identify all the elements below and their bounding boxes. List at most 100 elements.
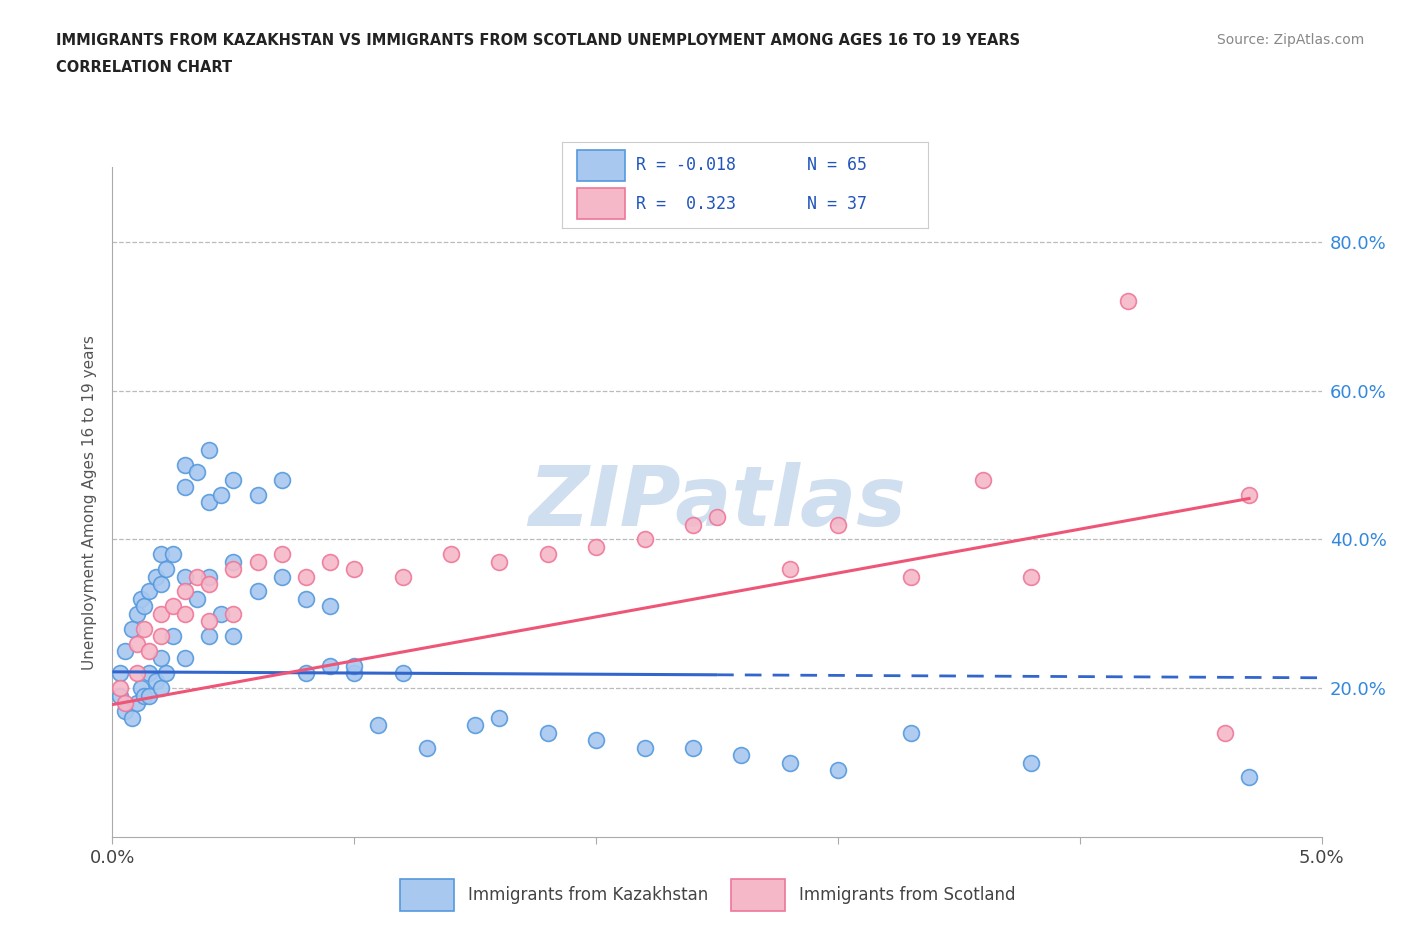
Point — [198, 614, 221, 629]
Point — [186, 465, 208, 480]
Y-axis label: Unemployment Among Ages 16 to 19 years: Unemployment Among Ages 16 to 19 years — [82, 335, 97, 670]
Point — [270, 547, 292, 562]
Point — [174, 569, 197, 584]
Point — [827, 517, 849, 532]
Point — [779, 755, 801, 770]
Point — [174, 651, 197, 666]
Point — [295, 666, 318, 681]
Point — [174, 606, 197, 621]
Text: R =  0.323: R = 0.323 — [636, 195, 735, 213]
Text: N = 37: N = 37 — [807, 195, 868, 213]
Point — [145, 673, 167, 688]
Point — [132, 599, 155, 614]
Point — [464, 718, 486, 733]
Point — [537, 547, 560, 562]
Point — [198, 569, 221, 584]
Text: ZIPatlas: ZIPatlas — [529, 461, 905, 543]
Point — [319, 658, 342, 673]
Point — [537, 725, 560, 740]
Point — [246, 554, 269, 569]
Point — [222, 562, 245, 577]
Point — [633, 532, 655, 547]
Point — [391, 666, 413, 681]
Point — [585, 733, 607, 748]
Point — [155, 666, 177, 681]
Point — [149, 629, 172, 644]
Point — [343, 666, 366, 681]
Point — [416, 740, 439, 755]
Point — [131, 591, 153, 606]
Point — [186, 569, 208, 584]
Point — [131, 681, 153, 696]
Point — [682, 517, 704, 532]
Point — [1021, 569, 1043, 584]
Point — [246, 584, 269, 599]
Point — [108, 681, 131, 696]
Point — [1237, 487, 1260, 502]
Point — [367, 718, 389, 733]
Point — [391, 569, 413, 584]
Point — [246, 487, 269, 502]
Point — [198, 577, 221, 591]
Point — [319, 554, 342, 569]
Point — [633, 740, 655, 755]
Point — [270, 472, 292, 487]
Point — [1237, 770, 1260, 785]
Bar — [401, 879, 454, 911]
Point — [125, 606, 148, 621]
Point — [149, 651, 172, 666]
Point — [488, 554, 510, 569]
Text: Immigrants from Scotland: Immigrants from Scotland — [799, 886, 1015, 904]
Point — [209, 606, 232, 621]
Point — [162, 599, 184, 614]
Point — [440, 547, 463, 562]
Point — [121, 621, 143, 636]
Point — [138, 666, 160, 681]
Point — [174, 480, 197, 495]
Point — [706, 510, 728, 525]
Point — [108, 666, 131, 681]
Point — [900, 569, 922, 584]
Point — [343, 658, 366, 673]
Point — [138, 644, 160, 658]
Point — [319, 599, 342, 614]
Point — [343, 562, 366, 577]
Point — [149, 681, 172, 696]
Point — [827, 763, 849, 777]
Point — [198, 443, 221, 458]
Point — [114, 696, 136, 711]
Point — [222, 606, 245, 621]
Point — [174, 584, 197, 599]
Point — [585, 539, 607, 554]
Point — [132, 688, 155, 703]
Point — [295, 569, 318, 584]
Bar — [576, 189, 624, 219]
Point — [222, 629, 245, 644]
Point — [125, 636, 148, 651]
Point — [270, 569, 292, 584]
Point — [222, 554, 245, 569]
Text: R = -0.018: R = -0.018 — [636, 156, 735, 174]
Point — [174, 458, 197, 472]
Point — [138, 688, 160, 703]
Point — [682, 740, 704, 755]
Point — [1213, 725, 1236, 740]
Point — [125, 696, 148, 711]
Point — [132, 621, 155, 636]
Point — [155, 562, 177, 577]
Point — [114, 703, 136, 718]
Point — [779, 562, 801, 577]
Point — [222, 472, 245, 487]
Point — [972, 472, 994, 487]
Bar — [576, 150, 624, 180]
Point — [114, 644, 136, 658]
Point — [1021, 755, 1043, 770]
Point — [145, 569, 167, 584]
Text: Immigrants from Kazakhstan: Immigrants from Kazakhstan — [468, 886, 709, 904]
Point — [186, 591, 208, 606]
Point — [730, 748, 752, 763]
Point — [149, 547, 172, 562]
Point — [198, 629, 221, 644]
Point — [488, 711, 510, 725]
Point — [209, 487, 232, 502]
